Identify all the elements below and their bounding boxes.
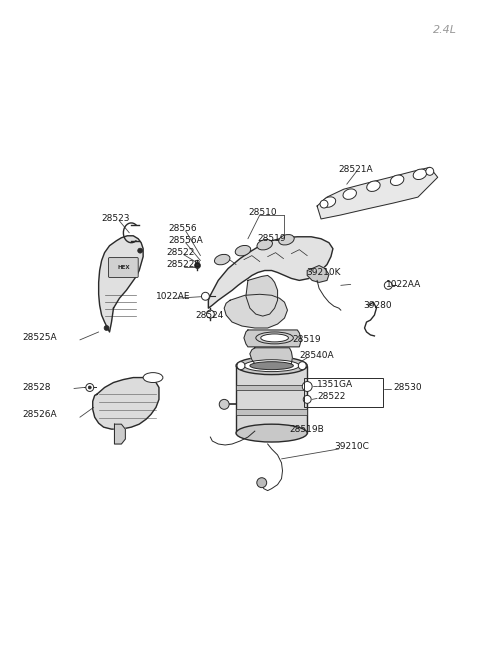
Ellipse shape [279, 234, 294, 245]
Ellipse shape [250, 362, 293, 369]
Circle shape [88, 386, 91, 389]
Ellipse shape [143, 373, 163, 383]
Ellipse shape [343, 189, 357, 199]
Text: 28519: 28519 [292, 335, 321, 345]
Bar [236, 384, 307, 390]
Bar [236, 365, 307, 433]
Circle shape [305, 384, 309, 388]
Text: 28530: 28530 [393, 383, 422, 392]
Text: 28540A: 28540A [300, 351, 334, 360]
Polygon shape [208, 236, 333, 308]
Text: 1022AA: 1022AA [386, 280, 421, 289]
Text: 28556A: 28556A [169, 236, 204, 245]
Circle shape [384, 282, 392, 290]
Polygon shape [224, 294, 288, 328]
Text: 39210K: 39210K [306, 268, 341, 277]
Text: 1022AE: 1022AE [156, 291, 191, 301]
Ellipse shape [261, 334, 288, 342]
Polygon shape [99, 236, 143, 332]
Text: 39210C: 39210C [334, 443, 369, 451]
Text: 28522: 28522 [317, 392, 346, 401]
Circle shape [257, 477, 267, 487]
Text: 28525A: 28525A [23, 333, 57, 343]
Text: 28519: 28519 [258, 234, 287, 243]
Circle shape [206, 310, 214, 318]
Polygon shape [246, 276, 277, 316]
Circle shape [302, 382, 312, 392]
Ellipse shape [236, 424, 307, 442]
Polygon shape [114, 424, 125, 444]
Bar [236, 409, 307, 415]
Circle shape [194, 263, 201, 269]
Circle shape [86, 384, 94, 392]
Text: 28556: 28556 [169, 225, 197, 233]
Ellipse shape [244, 360, 300, 371]
Ellipse shape [322, 197, 336, 207]
Ellipse shape [256, 332, 293, 344]
Text: 28523: 28523 [102, 214, 130, 223]
Text: 28522B: 28522B [166, 260, 200, 269]
Ellipse shape [235, 246, 251, 256]
Text: 1351GA: 1351GA [317, 380, 353, 389]
Bar [304, 377, 384, 407]
Text: 39280: 39280 [363, 301, 392, 310]
Text: 28524: 28524 [195, 310, 224, 320]
Text: 2.4L: 2.4L [433, 25, 457, 35]
Ellipse shape [236, 357, 307, 375]
Circle shape [202, 292, 209, 300]
Circle shape [138, 248, 143, 253]
Circle shape [104, 326, 109, 331]
FancyBboxPatch shape [108, 257, 138, 278]
Ellipse shape [367, 181, 380, 191]
Text: 28528: 28528 [23, 383, 51, 392]
Ellipse shape [390, 175, 404, 185]
Circle shape [237, 362, 245, 369]
Text: 28521A: 28521A [339, 165, 373, 174]
Text: 28526A: 28526A [23, 410, 57, 419]
Ellipse shape [215, 254, 230, 265]
Circle shape [426, 168, 434, 176]
Polygon shape [93, 377, 159, 429]
Circle shape [320, 200, 328, 208]
Text: HEX: HEX [117, 265, 130, 270]
Ellipse shape [257, 240, 273, 250]
Circle shape [303, 396, 311, 403]
Text: 28510: 28510 [248, 208, 276, 217]
Text: 28522: 28522 [166, 248, 194, 257]
Ellipse shape [413, 169, 427, 179]
Polygon shape [244, 330, 301, 347]
Polygon shape [317, 168, 438, 219]
Polygon shape [250, 348, 292, 364]
Text: 28519B: 28519B [289, 424, 324, 434]
Circle shape [298, 362, 306, 369]
Polygon shape [307, 265, 329, 282]
Circle shape [219, 400, 229, 409]
